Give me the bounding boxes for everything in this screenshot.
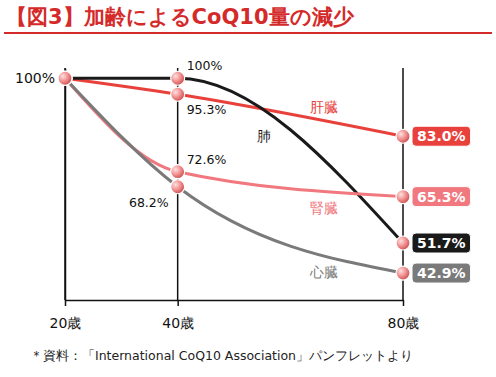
marker <box>58 71 72 85</box>
badge: 42.9% <box>412 263 471 283</box>
series-line <box>65 78 403 243</box>
x-tick-mark <box>403 300 405 306</box>
data-label: 100% <box>187 58 223 73</box>
series-name: 腎臓 <box>310 200 338 216</box>
data-label: 51.7% <box>417 235 466 251</box>
series-name: 心臓 <box>309 264 338 280</box>
chart-root: 【図3】加齢によるCoQ10量の減少 100% 20歳 40歳 80歳 95.3% 83.0… <box>0 0 496 377</box>
x-tick-label: 80歳 <box>388 315 420 331</box>
badge: 83.0% <box>412 126 471 146</box>
series-name: 肝臓 <box>310 99 338 115</box>
marker <box>396 190 410 204</box>
marker <box>396 129 410 143</box>
x-tick-mark <box>177 300 179 306</box>
grid-line-x <box>64 68 66 300</box>
marker <box>396 266 410 280</box>
data-label: 95.3% <box>187 102 227 117</box>
series-line <box>65 78 403 136</box>
title-underline <box>4 32 492 34</box>
x-tick: 40歳 <box>162 300 194 331</box>
data-label: 83.0% <box>417 128 466 144</box>
grid <box>65 68 403 300</box>
badge: 65.3% <box>412 187 471 207</box>
marker <box>58 71 72 85</box>
marker <box>171 87 185 101</box>
plot-area <box>58 71 410 280</box>
series-name: 肺 <box>257 128 271 144</box>
title: 【図3】加齢によるCoQ10量の減少 <box>6 5 355 29</box>
y-axis: 100% <box>15 69 66 301</box>
x-tick: 80歳 <box>388 300 420 331</box>
x-axis-line <box>66 300 404 302</box>
series-line <box>65 78 403 273</box>
data-labels: 95.3% 83.0% 100% 51.7% 72.6% 65.3% 68.2% 42.9% <box>129 58 471 283</box>
data-label: 68.2% <box>129 195 169 210</box>
series-names: 肝臓肺腎臓心臓 <box>257 99 338 281</box>
x-axis: 20歳 40歳 80歳 <box>50 300 420 331</box>
marker <box>171 180 185 194</box>
chart-svg: 【図3】加齢によるCoQ10量の減少 100% 20歳 40歳 80歳 95.3% 83.0… <box>0 0 496 377</box>
x-tick-label: 40歳 <box>162 315 194 331</box>
badge: 51.7% <box>412 233 471 253</box>
badge-bg <box>412 126 471 146</box>
data-label: 72.6% <box>187 152 227 167</box>
source-note: ＊資料：「International CoQ10 Association」パンフ… <box>30 348 413 363</box>
x-tick: 20歳 <box>50 300 82 331</box>
badge-bg <box>412 263 471 283</box>
marker <box>396 236 410 250</box>
x-tick-mark <box>65 300 67 306</box>
data-label: 65.3% <box>417 189 466 205</box>
marker <box>58 71 72 85</box>
marker <box>58 71 72 85</box>
data-label: 42.9% <box>417 265 466 281</box>
marker <box>171 165 185 179</box>
x-tick-label: 20歳 <box>50 315 82 331</box>
grid-line-x <box>402 68 404 300</box>
badge-bg <box>412 187 471 207</box>
y-tick-label: 100% <box>15 70 55 86</box>
badge-bg <box>412 233 471 253</box>
y-axis-line <box>65 69 67 301</box>
marker <box>171 71 185 85</box>
series-line <box>65 78 403 196</box>
